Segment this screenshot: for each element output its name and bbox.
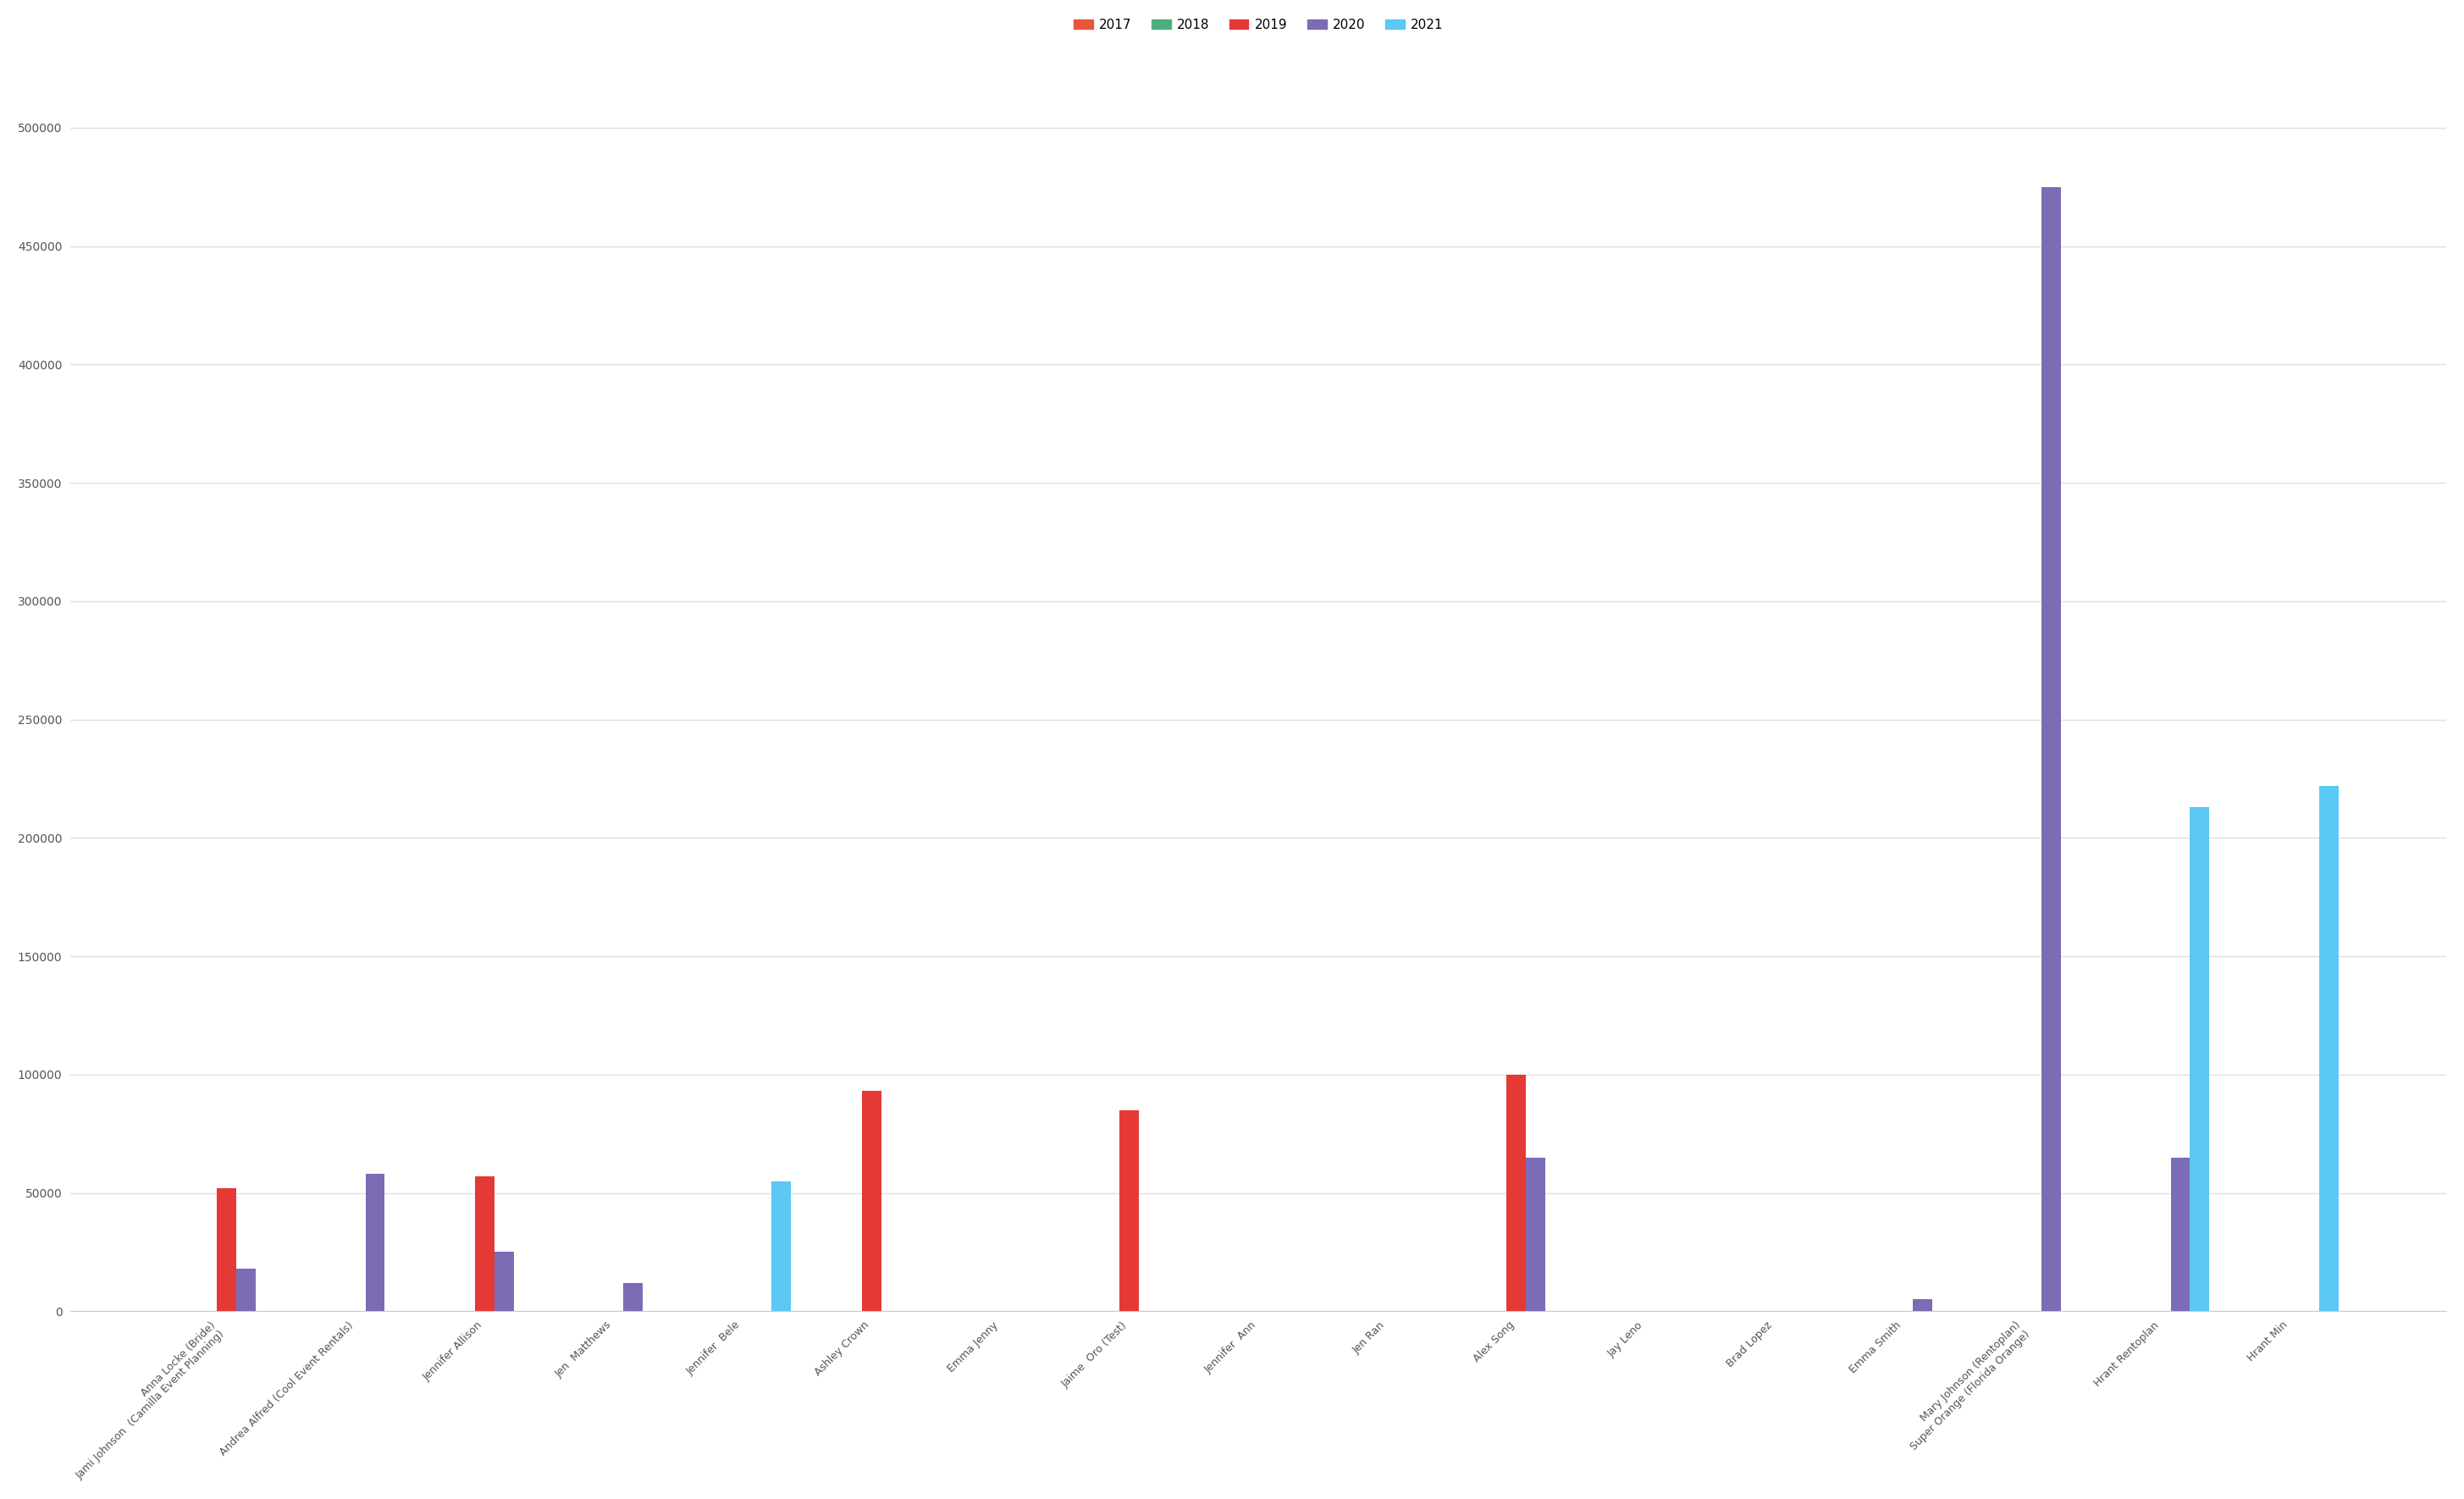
Bar (2171, 1157, 2190, 1312)
Bar (1506, 1075, 1525, 1312)
Bar (1525, 1157, 1545, 1312)
Bar (365, 1174, 384, 1312)
Bar (623, 1283, 643, 1312)
Bar (495, 1252, 513, 1312)
Bar (2043, 187, 2060, 1312)
Bar (2190, 806, 2210, 1312)
Bar (1119, 1111, 1138, 1312)
Legend: 2017, 2018, 2019, 2020, 2021: 2017, 2018, 2019, 2020, 2021 (1069, 13, 1449, 36)
Bar (862, 1091, 882, 1312)
Bar (2319, 785, 2338, 1312)
Bar (237, 1268, 256, 1312)
Bar (217, 1189, 237, 1312)
Bar (1912, 1300, 1932, 1312)
Bar (476, 1177, 495, 1312)
Bar (771, 1181, 791, 1312)
